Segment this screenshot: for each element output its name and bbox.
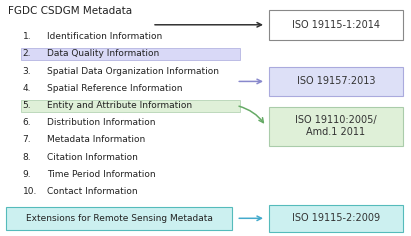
Text: 7.: 7. [23,135,31,144]
Text: 8.: 8. [23,153,31,162]
Text: Identification Information: Identification Information [47,32,162,41]
FancyBboxPatch shape [269,107,403,146]
Text: ISO 19157:2013: ISO 19157:2013 [297,76,375,86]
Text: Metadata Information: Metadata Information [47,135,145,144]
Text: 9.: 9. [23,170,31,179]
FancyBboxPatch shape [269,10,403,39]
Text: Entity and Attribute Information: Entity and Attribute Information [47,101,192,110]
Text: Data Quality Information: Data Quality Information [47,49,159,58]
Text: 4.: 4. [23,84,31,93]
Text: Time Period Information: Time Period Information [47,170,156,179]
Text: Citation Information: Citation Information [47,153,138,162]
FancyBboxPatch shape [6,207,232,229]
Text: 10.: 10. [23,187,37,196]
Text: Extensions for Remote Sensing Metadata: Extensions for Remote Sensing Metadata [26,214,212,223]
Text: Spatial Data Organization Information: Spatial Data Organization Information [47,67,219,76]
Text: ISO 19115-1:2014: ISO 19115-1:2014 [292,20,380,30]
Text: FGDC CSDGM Metadata: FGDC CSDGM Metadata [8,6,132,16]
Text: Spatial Reference Information: Spatial Reference Information [47,84,183,93]
Text: Contact Information: Contact Information [47,187,138,196]
FancyBboxPatch shape [21,100,240,112]
Text: 5.: 5. [23,101,31,110]
Text: 2.: 2. [23,49,31,58]
Text: ISO 19115-2:2009: ISO 19115-2:2009 [292,213,380,223]
FancyBboxPatch shape [269,67,403,96]
Text: 6.: 6. [23,118,31,127]
Text: ISO 19110:2005/
Amd.1 2011: ISO 19110:2005/ Amd.1 2011 [295,115,377,137]
Text: Distribution Information: Distribution Information [47,118,156,127]
Text: 1.: 1. [23,32,31,41]
FancyBboxPatch shape [21,48,240,60]
FancyBboxPatch shape [269,205,403,232]
Text: 3.: 3. [23,67,31,76]
